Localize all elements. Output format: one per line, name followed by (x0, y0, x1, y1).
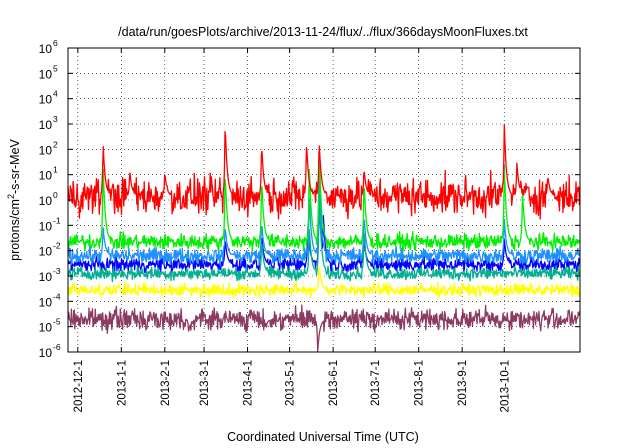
x-tick-label: 2013-3-1 (199, 360, 211, 406)
x-tick-label: 2013-7-1 (370, 360, 382, 406)
x-tick-label: 2013-6-1 (328, 360, 340, 406)
y-tick-label: 10 (39, 118, 53, 132)
y-tick-label: 10 (39, 346, 53, 360)
x-tick-label: 2013-5-1 (285, 360, 297, 406)
y-axis-label-sup: 2 (6, 194, 16, 199)
x-tick-label: 2012-12-1 (73, 360, 85, 412)
y-tick-label: 10 (39, 295, 53, 309)
y-tick-exponent: -5 (53, 317, 61, 327)
series-line-0 (67, 304, 581, 352)
y-tick-exponent: 1 (53, 165, 58, 175)
y-tick-exponent: 2 (53, 139, 58, 149)
y-tick-exponent: 5 (53, 63, 58, 73)
y-axis-label: protons/cm2-s-sr-MeV (6, 138, 22, 260)
x-tick-label: 2013-8-1 (414, 360, 426, 406)
y-tick-label: 10 (39, 67, 53, 81)
x-axis-label: Coordinated Universal Time (UTC) (227, 430, 419, 444)
y-tick-label: 10 (39, 321, 53, 335)
y-tick-label: 10 (39, 219, 53, 233)
series-line-4 (67, 176, 581, 266)
y-tick-label: 10 (39, 169, 53, 183)
y-tick-exponent: -6 (53, 342, 61, 352)
y-tick-exponent: -1 (53, 215, 61, 225)
x-tick-label: 2013-1-1 (116, 360, 128, 406)
x-tick-label: 2013-9-1 (457, 360, 469, 406)
y-tick-label: 10 (39, 93, 53, 107)
series-line-3 (67, 198, 581, 283)
y-tick-label: 10 (39, 143, 53, 157)
x-ticks: 2012-12-1 2013-1-1 2013-2-1 2013-3-1 2013-4-… (73, 48, 511, 412)
x-tick-label: 2013-2-1 (160, 360, 172, 406)
series-line-1 (67, 266, 581, 299)
x-tick-label: 2013-4-1 (243, 360, 255, 406)
y-tick-label: 10 (39, 42, 53, 56)
y-ticks: 10 -610 -510 -410 -310 -210 -110 010 110 210 310 41… (39, 38, 580, 360)
chart-title: /data/run/goesPlots/archive/2013-11-24/f… (118, 25, 528, 39)
y-axis-label-base: protons/cm (8, 199, 22, 261)
series-line-5 (67, 152, 581, 253)
series-line-2 (67, 200, 581, 275)
y-tick-label: 10 (39, 194, 53, 208)
y-tick-exponent: 3 (53, 114, 58, 124)
y-tick-exponent: -3 (53, 266, 61, 276)
y-axis-label-rest: -s-sr-MeV (8, 138, 22, 194)
y-tick-exponent: 6 (53, 38, 58, 48)
series-layer (67, 123, 581, 352)
y-tick-exponent: -2 (53, 241, 61, 251)
y-tick-label: 10 (39, 270, 53, 284)
x-tick-label: 2013-10-1 (499, 360, 511, 412)
y-tick-label: 10 (39, 245, 53, 259)
y-tick-exponent: -4 (53, 291, 61, 301)
y-tick-exponent: 4 (53, 89, 58, 99)
y-tick-exponent: 0 (53, 190, 58, 200)
series-line-6 (67, 123, 581, 220)
